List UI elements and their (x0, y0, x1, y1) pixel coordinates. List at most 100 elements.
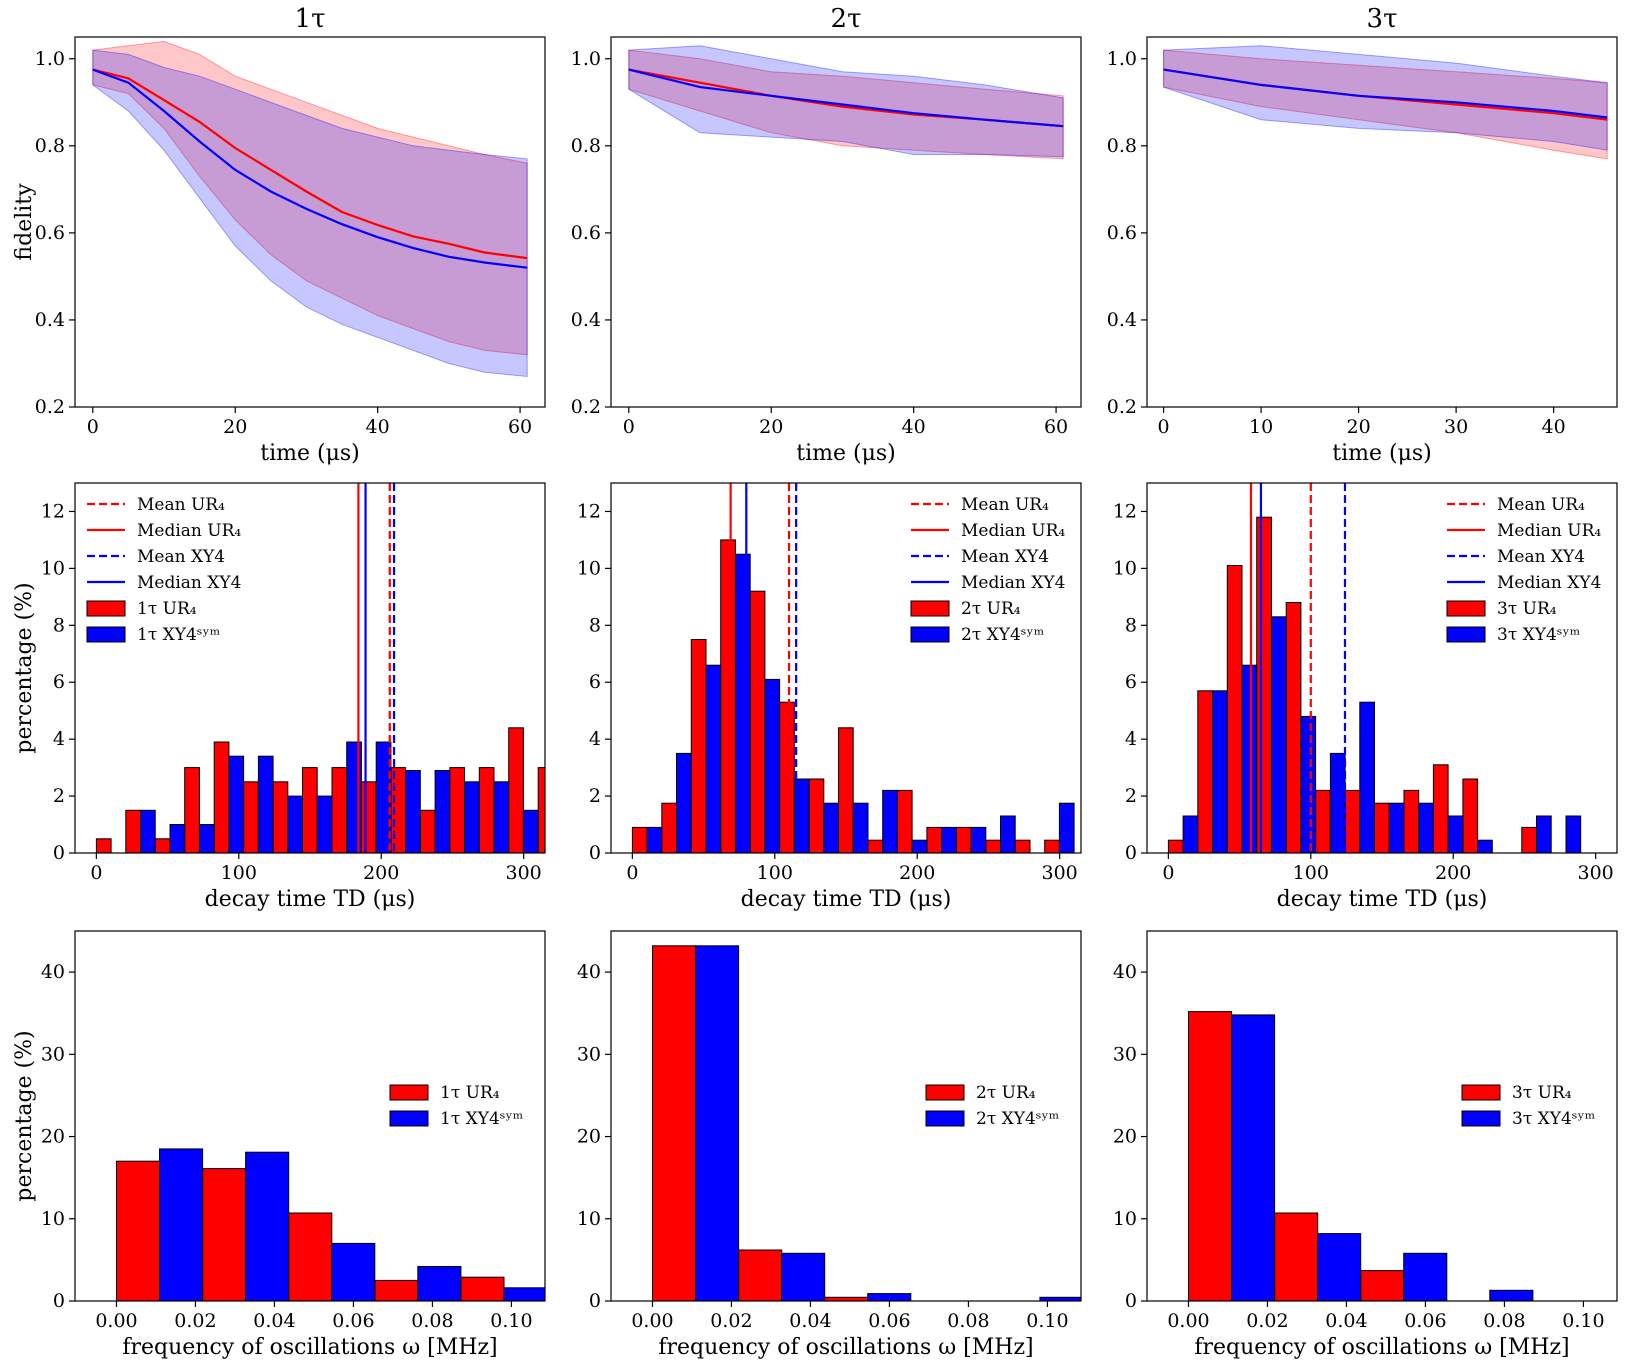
bar-xy4 (1000, 815, 1016, 853)
legend-label: 2τ XY4ˢʸᵐ (961, 625, 1044, 645)
x-tick-label: 0 (90, 862, 102, 884)
bar-ur4 (838, 727, 854, 853)
x-tick-label: 0.04 (1325, 1310, 1367, 1332)
axes-frame (1146, 482, 1618, 854)
bar-ur4 (125, 809, 142, 853)
bar-xy4 (1403, 1252, 1448, 1301)
bar-xy4 (1300, 715, 1317, 853)
bar-ur4 (631, 826, 648, 853)
bar-xy4 (1212, 690, 1228, 853)
y-tick-label: 12 (1113, 500, 1137, 522)
bar-ur4 (1285, 602, 1302, 853)
y-tick-label: 0 (1125, 842, 1137, 864)
bar-xy4 (867, 1293, 912, 1301)
legend-label: 3τ UR₄ (1497, 599, 1557, 619)
bar-xy4 (941, 826, 957, 853)
axes-frame (610, 930, 1082, 1302)
bar-xy4 (781, 1252, 826, 1301)
panel-title: 2τ (831, 4, 862, 34)
bar-xy4 (434, 770, 451, 853)
x-tick-label: 100 (1293, 862, 1329, 884)
bar-xy4 (646, 826, 663, 853)
bar-ur4 (460, 1276, 505, 1301)
legend-swatch (1461, 1084, 1501, 1101)
bar-xy4 (1329, 752, 1346, 853)
panel-fidelity-3: 0 10 20 30 40 0.2 0.4 0.6 0.8 1.0 time (μs) 3τ (1107, 4, 1618, 466)
x-tick-label: 40 (902, 416, 926, 438)
x-tick-label: 60 (1044, 416, 1068, 438)
legend-label: Median UR₄ (137, 521, 241, 541)
line-xy4 (92, 68, 528, 269)
axes-frame (74, 36, 546, 408)
y-tick-label: 12 (577, 500, 601, 522)
panel-decay-3: 0 100 200 300 0 2 4 6 8 10 12 decay time TD (μs) Mea… (1113, 482, 1618, 912)
bar-ur4 (243, 781, 259, 853)
y-axis-label: percentage (%) (12, 582, 37, 753)
legend-label: Mean UR₄ (1497, 495, 1585, 515)
y-tick-label: 10 (41, 1208, 65, 1230)
legend-swatch (910, 626, 950, 643)
bar-ur4 (478, 767, 495, 853)
bar-xy4 (159, 1148, 204, 1301)
y-tick-label: 0.8 (1107, 135, 1137, 157)
y-tick-label: 0.2 (1107, 396, 1137, 418)
x-axis-label: frequency of oscillations ω [MHz] (122, 1335, 497, 1360)
plot-area (92, 40, 528, 378)
bar-ur4 (867, 839, 884, 853)
bar-xy4 (1447, 815, 1464, 853)
bar-ur4 (1014, 839, 1031, 853)
legend-label: Median XY4 (137, 573, 241, 593)
y-tick-label: 0 (1125, 1290, 1137, 1312)
bar-ur4 (955, 826, 972, 853)
x-tick-label: 20 (1347, 416, 1371, 438)
x-tick-label: 10 (1249, 416, 1273, 438)
bar-xy4 (1241, 664, 1258, 853)
y-tick-label: 0.4 (1107, 309, 1137, 331)
y-tick-label: 8 (53, 614, 65, 636)
y-tick-label: 10 (1113, 1208, 1137, 1230)
legend-label: Median UR₄ (961, 521, 1065, 541)
x-tick-label: 20 (759, 416, 783, 438)
y-tick-label: 4 (53, 728, 65, 750)
y-tick-label: 0.2 (35, 396, 65, 418)
legend-label: 1τ UR₄ (137, 599, 197, 619)
y-tick-label: 4 (1125, 728, 1137, 750)
bar-xy4 (331, 1242, 376, 1301)
legend-label: Mean XY4 (1497, 547, 1585, 567)
bar-ur4 (720, 539, 736, 853)
legend: 2τ UR₄ 2τ XY4ˢʸᵐ (925, 1083, 1059, 1129)
legend: Mean UR₄ Median UR₄ Mean XY4 Median XY4 2τ U… (910, 495, 1065, 645)
x-tick-label: 0 (87, 416, 99, 438)
y-tick-label: 20 (41, 1126, 65, 1148)
bar-ur4 (374, 1279, 419, 1301)
x-tick-label: 300 (506, 862, 542, 884)
bar-ur4 (288, 1212, 333, 1301)
bar-ur4 (749, 590, 766, 853)
y-tick-label: 0.4 (35, 309, 65, 331)
y-tick-label: 40 (577, 961, 601, 983)
x-tick-label: 200 (363, 862, 399, 884)
plot-area (631, 483, 1075, 853)
bar-xy4 (1536, 815, 1552, 853)
y-tick-label: 30 (577, 1043, 601, 1065)
plot-area (95, 483, 545, 853)
legend-label: Mean UR₄ (137, 495, 225, 515)
bar-ur4 (213, 741, 230, 853)
bar-ur4 (331, 767, 348, 853)
x-tick-label: 0.08 (411, 1310, 453, 1332)
legend-swatch (389, 1110, 429, 1127)
bar-ur4 (1403, 789, 1420, 853)
y-tick-label: 20 (577, 1126, 601, 1148)
x-tick-label: 0.00 (1167, 1310, 1209, 1332)
bar-ur4 (652, 945, 697, 1301)
x-tick-label: 200 (899, 862, 935, 884)
bar-ur4 (926, 826, 943, 853)
line-xy4 (628, 68, 1064, 128)
y-tick-label: 10 (577, 557, 601, 579)
bar-ur4 (547, 1297, 590, 1301)
band-ur4 (1163, 49, 1608, 160)
plot-area (652, 945, 1081, 1301)
line-xy4 (1163, 68, 1608, 119)
y-tick-label: 10 (577, 1208, 601, 1230)
x-tick-label: 200 (1435, 862, 1471, 884)
